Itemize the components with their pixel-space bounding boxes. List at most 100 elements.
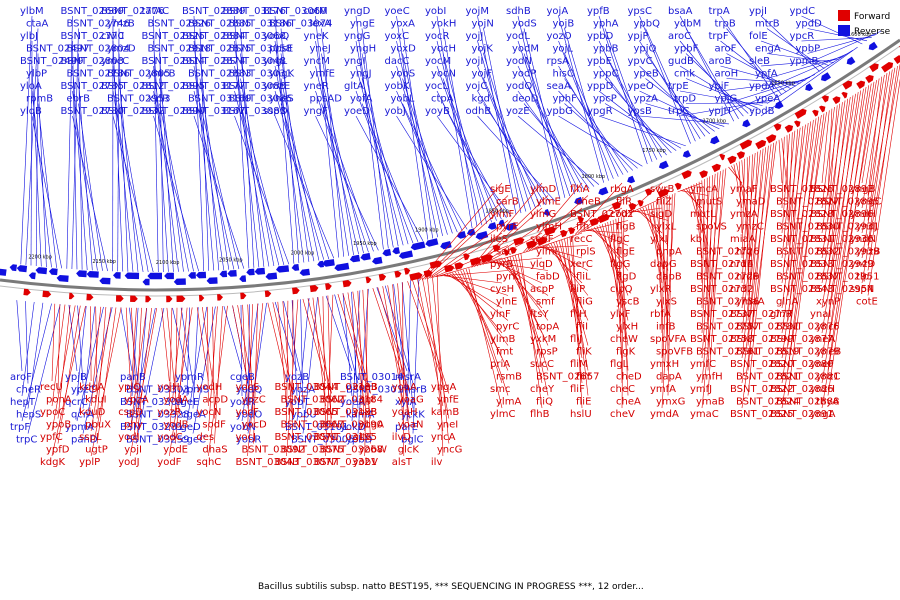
gene-label: BSNT_02827: [776, 197, 839, 208]
label-connector-line: [620, 216, 629, 396]
label-connector-line: [166, 307, 176, 394]
gene-label: ffh: [576, 222, 589, 233]
label-connector-line: [357, 290, 365, 432]
gene-label: ymcA: [690, 184, 718, 195]
gene-label: BSNT_03005: [291, 435, 354, 446]
label-connector-line: [421, 195, 509, 281]
label-connector-line: [598, 115, 686, 147]
label-connector-line: [302, 296, 318, 434]
gene-label: yloA: [20, 81, 42, 92]
label-connector-line: [479, 220, 549, 266]
label-connector-line: [129, 307, 157, 457]
gene-label: yojH: [157, 382, 179, 393]
label-connector-line: [172, 307, 188, 372]
gene-label: ymzA: [730, 209, 758, 220]
gene-label: fliJ: [570, 334, 582, 345]
gene-label: dapG: [650, 259, 677, 270]
gene-label: BSNT_02737: [690, 309, 753, 320]
gene-label: ylxI: [650, 234, 668, 245]
label-connector-line: [208, 306, 218, 432]
gene-label: BSNT_02876: [776, 322, 839, 333]
label-connector-line: [738, 161, 743, 234]
forward-gene-arrow: [444, 264, 455, 273]
reverse-gene-arrow: [124, 272, 140, 280]
gene-label: ypbD: [346, 435, 373, 446]
gene-label: yngJ: [350, 69, 372, 80]
gene-label: sspO: [263, 106, 288, 117]
label-connector-line: [90, 307, 112, 432]
label-connector-line: [153, 40, 169, 272]
label-connector-line: [807, 28, 868, 42]
gene-label: BSNT_03074: [269, 19, 332, 30]
gene-label: yojF: [472, 69, 493, 80]
gene-label: ctpA: [431, 94, 454, 105]
label-connector-line: [438, 270, 509, 277]
gene-label: yocF: [236, 407, 260, 418]
gene-label: cheY: [530, 384, 555, 395]
label-connector-line: [661, 199, 669, 346]
gene-label: BSNT_02770: [61, 31, 124, 42]
gene-label: yozE: [506, 106, 530, 117]
label-connector-line: [192, 306, 216, 434]
label-connector-line: [25, 301, 29, 384]
gene-label: yoxD: [391, 44, 417, 55]
label-connector-line: [827, 92, 859, 321]
gene-label: mtrB: [755, 19, 780, 30]
gene-label: rpsA: [547, 56, 570, 67]
reverse-gene-arrow: [382, 248, 392, 257]
label-connector-line: [827, 88, 864, 346]
label-connector-line: [57, 305, 81, 444]
gene-label: yojI: [466, 56, 484, 67]
gene-label: yneK: [304, 31, 329, 42]
label-connector-line: [523, 182, 583, 253]
label-connector-line: [280, 103, 330, 260]
forward-gene-arrow: [657, 188, 670, 198]
gene-label: fliQ: [536, 397, 553, 408]
label-connector-line: [237, 305, 254, 394]
gene-label: lexA: [310, 19, 332, 30]
gene-label: BSNT_03259: [126, 435, 189, 446]
label-connector-line: [192, 307, 199, 409]
gene-label: ylxS: [656, 297, 677, 308]
gene-label: sucC: [530, 359, 554, 370]
gene-label: fliE: [576, 397, 591, 408]
gene-label: yocN: [431, 69, 456, 80]
label-connector-line: [312, 297, 326, 407]
reverse-gene-arrow: [239, 275, 247, 282]
gene-label: BSNT_02786: [67, 69, 130, 80]
label-connector-line: [112, 65, 134, 272]
label-connector-line: [68, 304, 78, 372]
label-connector-line: [321, 103, 374, 252]
gene-label: yojK: [472, 44, 494, 55]
gene-label: trpC: [668, 106, 689, 117]
label-connector-line: [645, 28, 696, 142]
forward-gene-arrow: [86, 293, 94, 301]
label-connector-line: [598, 65, 667, 156]
gene-label: yobS: [391, 69, 416, 80]
reverse-gene-arrow: [372, 256, 383, 265]
gene-label: ypjB: [65, 372, 87, 383]
label-connector-line: [517, 253, 549, 396]
gene-label: BSNT_02804: [67, 44, 130, 55]
gene-label: BSNT_03092: [242, 445, 305, 456]
gene-label: yojI: [124, 445, 142, 456]
label-connector-line: [778, 139, 783, 184]
gene-label: spoVS: [696, 222, 727, 233]
label-connector-line: [741, 147, 767, 359]
label-connector-line: [315, 40, 349, 256]
label-connector-line: [666, 196, 669, 371]
label-connector-line: [523, 28, 566, 198]
label-connector-line: [137, 307, 165, 434]
gene-label: yocS: [236, 382, 260, 393]
label-connector-line: [629, 195, 669, 214]
label-connector-line: [427, 276, 444, 432]
label-connector-line: [555, 241, 583, 334]
gene-label: BSNT_02776: [101, 6, 164, 17]
gene-label: yozB: [285, 372, 309, 383]
gene-label: BSNT_02914: [142, 56, 205, 67]
gene-label: flgE: [616, 247, 635, 258]
reverse-gene-arrow: [475, 231, 489, 240]
gene-label: ylbJ: [20, 31, 38, 42]
gene-label: BSNT_03017: [346, 385, 409, 396]
gene-label: BSNT_02949: [810, 259, 873, 270]
